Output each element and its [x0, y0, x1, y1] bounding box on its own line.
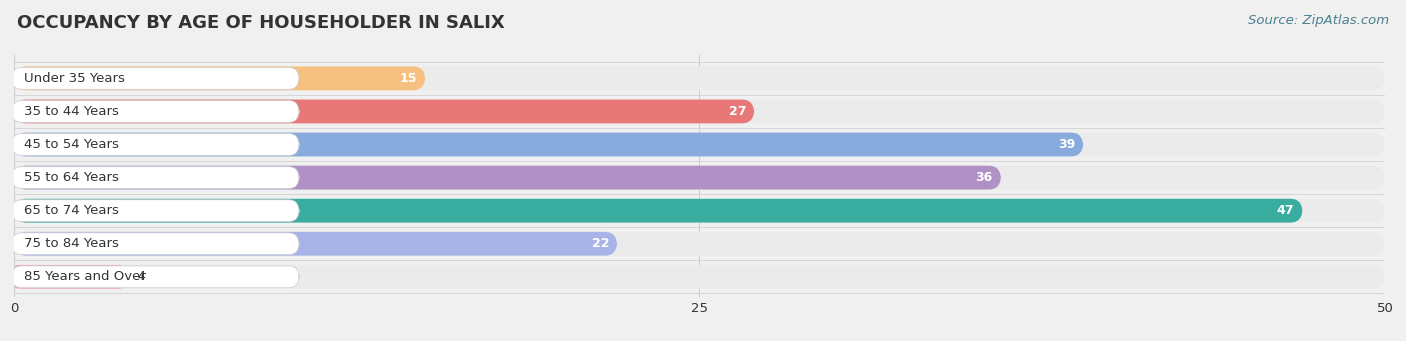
Text: 27: 27	[728, 105, 747, 118]
Text: 75 to 84 Years: 75 to 84 Years	[24, 237, 118, 250]
FancyBboxPatch shape	[11, 233, 299, 255]
Text: 35 to 44 Years: 35 to 44 Years	[24, 105, 118, 118]
FancyBboxPatch shape	[11, 167, 299, 189]
FancyBboxPatch shape	[14, 232, 617, 256]
FancyBboxPatch shape	[14, 100, 1385, 123]
Text: Under 35 Years: Under 35 Years	[24, 72, 125, 85]
FancyBboxPatch shape	[14, 66, 1385, 90]
Text: 47: 47	[1277, 204, 1295, 217]
FancyBboxPatch shape	[11, 134, 299, 155]
FancyBboxPatch shape	[14, 265, 1385, 289]
FancyBboxPatch shape	[14, 232, 1385, 256]
FancyBboxPatch shape	[14, 166, 1001, 190]
FancyBboxPatch shape	[14, 133, 1084, 157]
Text: 4: 4	[138, 270, 145, 283]
Text: 65 to 74 Years: 65 to 74 Years	[24, 204, 118, 217]
FancyBboxPatch shape	[14, 166, 1385, 190]
Text: 85 Years and Over: 85 Years and Over	[24, 270, 146, 283]
Text: 55 to 64 Years: 55 to 64 Years	[24, 171, 118, 184]
FancyBboxPatch shape	[14, 133, 1385, 157]
FancyBboxPatch shape	[14, 66, 425, 90]
FancyBboxPatch shape	[11, 68, 299, 89]
FancyBboxPatch shape	[11, 266, 299, 288]
Text: OCCUPANCY BY AGE OF HOUSEHOLDER IN SALIX: OCCUPANCY BY AGE OF HOUSEHOLDER IN SALIX	[17, 14, 505, 32]
Text: 45 to 54 Years: 45 to 54 Years	[24, 138, 118, 151]
FancyBboxPatch shape	[14, 100, 754, 123]
Text: 39: 39	[1057, 138, 1076, 151]
FancyBboxPatch shape	[11, 101, 299, 122]
Text: 36: 36	[976, 171, 993, 184]
FancyBboxPatch shape	[14, 265, 124, 289]
Text: 15: 15	[399, 72, 418, 85]
FancyBboxPatch shape	[14, 199, 1303, 223]
FancyBboxPatch shape	[14, 199, 1385, 223]
Text: 22: 22	[592, 237, 609, 250]
FancyBboxPatch shape	[11, 200, 299, 222]
Text: Source: ZipAtlas.com: Source: ZipAtlas.com	[1249, 14, 1389, 27]
